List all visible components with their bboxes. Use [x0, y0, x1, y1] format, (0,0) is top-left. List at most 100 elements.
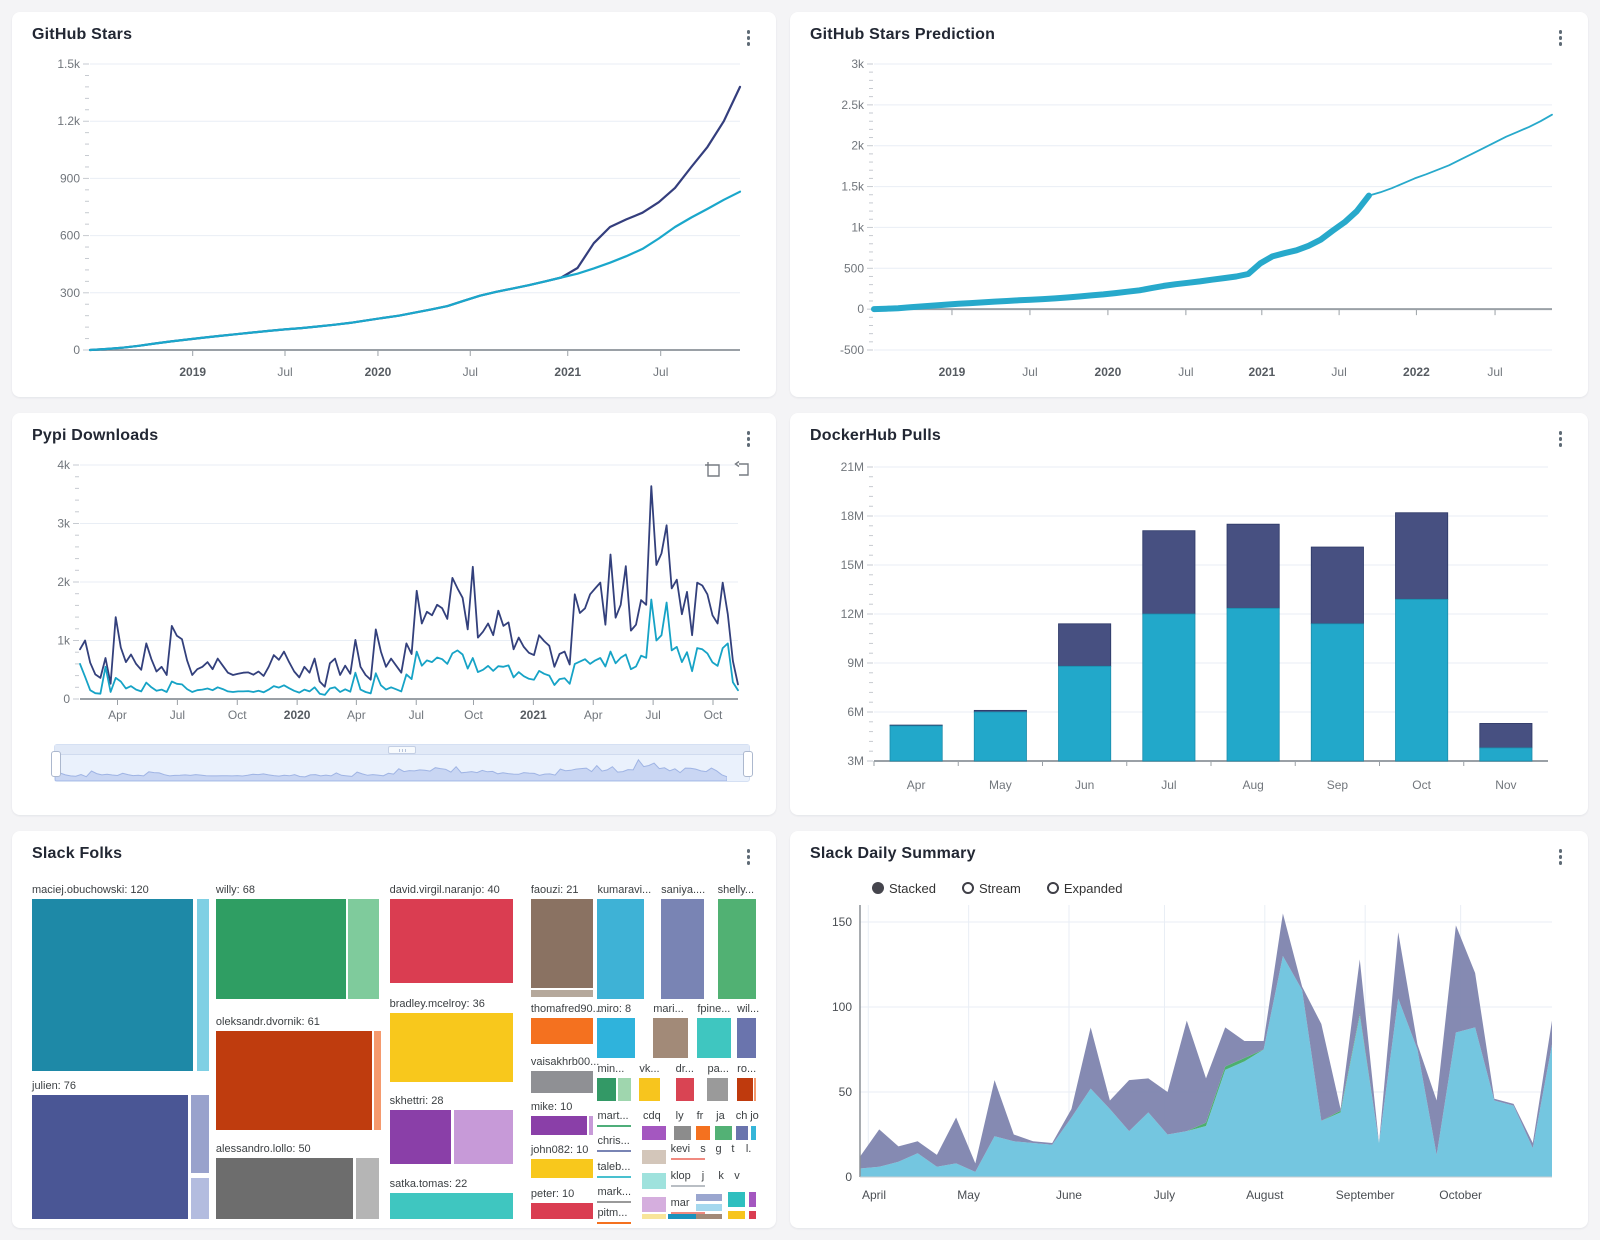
treemap-label[interactable]: ly [675, 1110, 684, 1123]
treemap-label[interactable]: l. [745, 1142, 752, 1155]
treemap-tile[interactable] [695, 1213, 722, 1219]
treemap-label[interactable]: j [701, 1170, 705, 1183]
treemap-label[interactable]: k [718, 1170, 724, 1183]
treemap-tile[interactable] [641, 1173, 667, 1190]
treemap-label[interactable]: taleb... [597, 1161, 632, 1178]
treemap-tile[interactable] [374, 1030, 381, 1130]
treemap-tile[interactable] [454, 1109, 514, 1164]
treemap-tile[interactable] [695, 1193, 722, 1201]
treemap-tile[interactable] [641, 1125, 667, 1141]
slider-handle-right[interactable] [743, 751, 753, 777]
legend-item-expanded[interactable]: Expanded [1046, 881, 1122, 896]
treemap-label: thomafred90... [530, 1002, 602, 1015]
svg-text:Apr: Apr [907, 778, 926, 792]
treemap-tile[interactable] [530, 989, 594, 997]
treemap-tile[interactable] [653, 1017, 688, 1058]
treemap-tile[interactable] [707, 1078, 728, 1101]
treemap-tile[interactable] [641, 1197, 667, 1212]
treemap-label[interactable]: klop [670, 1170, 705, 1188]
svg-text:500: 500 [844, 261, 864, 275]
svg-text:June: June [1056, 1188, 1082, 1202]
treemap-tile[interactable] [32, 898, 193, 1072]
treemap-label[interactable]: s [700, 1142, 706, 1155]
kebab-menu-icon[interactable] [741, 26, 757, 50]
treemap-tile[interactable] [753, 1078, 756, 1101]
treemap-tile[interactable] [530, 1159, 594, 1179]
treemap-tile[interactable] [597, 1078, 617, 1101]
treemap-tile[interactable] [597, 898, 644, 1000]
treemap-tile[interactable] [736, 1125, 749, 1141]
treemap-tile[interactable] [727, 1210, 746, 1219]
slider-handle-left[interactable] [51, 751, 61, 777]
treemap-tile[interactable] [697, 1017, 731, 1058]
treemap-label[interactable]: kevi [670, 1143, 705, 1160]
treemap-tile[interactable] [389, 898, 514, 984]
kebab-menu-icon[interactable] [1553, 26, 1569, 50]
treemap-tile[interactable] [215, 1030, 373, 1130]
treemap-tile[interactable] [530, 1203, 594, 1219]
treemap-tile[interactable] [661, 898, 704, 1000]
treemap-tile[interactable] [197, 898, 209, 1072]
treemap-label[interactable]: v [734, 1170, 740, 1183]
slack-folks-treemap[interactable]: maciej.obuchowski: 120 julien: 76 willy: 6… [32, 879, 759, 1225]
treemap-tile[interactable] [695, 1125, 710, 1141]
treemap-tile[interactable] [32, 1094, 188, 1219]
treemap-tile[interactable] [191, 1178, 209, 1219]
treemap-label[interactable]: mark... [597, 1186, 632, 1203]
treemap-tile[interactable] [695, 1204, 722, 1211]
treemap-label[interactable]: t [731, 1142, 735, 1155]
treemap-tile[interactable] [215, 898, 347, 1000]
treemap-tile[interactable] [530, 898, 594, 988]
legend-item-stream[interactable]: Stream [961, 881, 1021, 896]
treemap-label[interactable]: g [715, 1142, 722, 1155]
treemap-tile[interactable] [389, 1193, 514, 1219]
treemap-label[interactable]: mart... [597, 1110, 632, 1128]
treemap-tile[interactable] [668, 1213, 699, 1219]
treemap-label[interactable]: ja [716, 1110, 725, 1123]
kebab-menu-icon[interactable] [741, 845, 757, 869]
treemap-label[interactable]: ch [735, 1110, 748, 1123]
restore-icon[interactable] [733, 461, 750, 478]
treemap-label[interactable]: cdq [643, 1110, 661, 1123]
slider-track[interactable] [55, 745, 749, 755]
treemap-tile[interactable] [717, 898, 756, 1000]
treemap-tile[interactable] [750, 1125, 756, 1141]
kebab-menu-icon[interactable] [741, 427, 757, 451]
treemap-tile[interactable] [618, 1078, 631, 1101]
treemap-tile[interactable] [589, 1115, 594, 1135]
treemap-tile[interactable] [348, 898, 379, 1000]
kebab-menu-icon[interactable] [1553, 427, 1569, 451]
treemap-tile[interactable] [530, 1017, 594, 1044]
treemap-label[interactable]: pitm... [597, 1207, 632, 1225]
treemap-tile[interactable] [641, 1149, 667, 1164]
treemap-tile[interactable] [389, 1012, 514, 1082]
treemap-tile[interactable] [355, 1158, 379, 1219]
data-zoom-slider[interactable] [51, 744, 753, 782]
legend-item-stacked[interactable]: Stacked [872, 881, 936, 896]
treemap-label[interactable]: chris... [597, 1135, 632, 1153]
treemap-tile[interactable] [674, 1125, 691, 1141]
treemap-tile[interactable] [530, 1115, 588, 1135]
treemap-tile[interactable] [639, 1078, 660, 1101]
treemap-tile[interactable] [737, 1078, 754, 1101]
treemap-tile[interactable] [749, 1210, 756, 1219]
treemap-label[interactable]: mar [670, 1197, 705, 1214]
svg-text:3k: 3k [57, 517, 71, 531]
data-zoom-icon[interactable] [704, 461, 721, 478]
treemap-tile[interactable] [727, 1192, 746, 1208]
treemap-tile[interactable] [749, 1192, 756, 1208]
treemap-tile[interactable] [597, 1017, 636, 1058]
treemap-tile[interactable] [191, 1094, 209, 1174]
treemap-tile[interactable] [530, 1070, 594, 1093]
treemap-tile[interactable] [389, 1109, 452, 1164]
kebab-menu-icon[interactable] [1553, 845, 1569, 869]
treemap-tile[interactable] [675, 1078, 694, 1101]
treemap-tile[interactable] [715, 1125, 733, 1141]
treemap-label: julien: 76 [32, 1079, 77, 1092]
treemap-tile[interactable] [737, 1017, 756, 1058]
treemap-tile[interactable] [215, 1158, 354, 1219]
slider-grip[interactable] [388, 746, 416, 754]
treemap-tile[interactable] [641, 1213, 667, 1219]
treemap-label[interactable]: fr [696, 1110, 704, 1123]
treemap-label[interactable]: jo [750, 1110, 759, 1123]
